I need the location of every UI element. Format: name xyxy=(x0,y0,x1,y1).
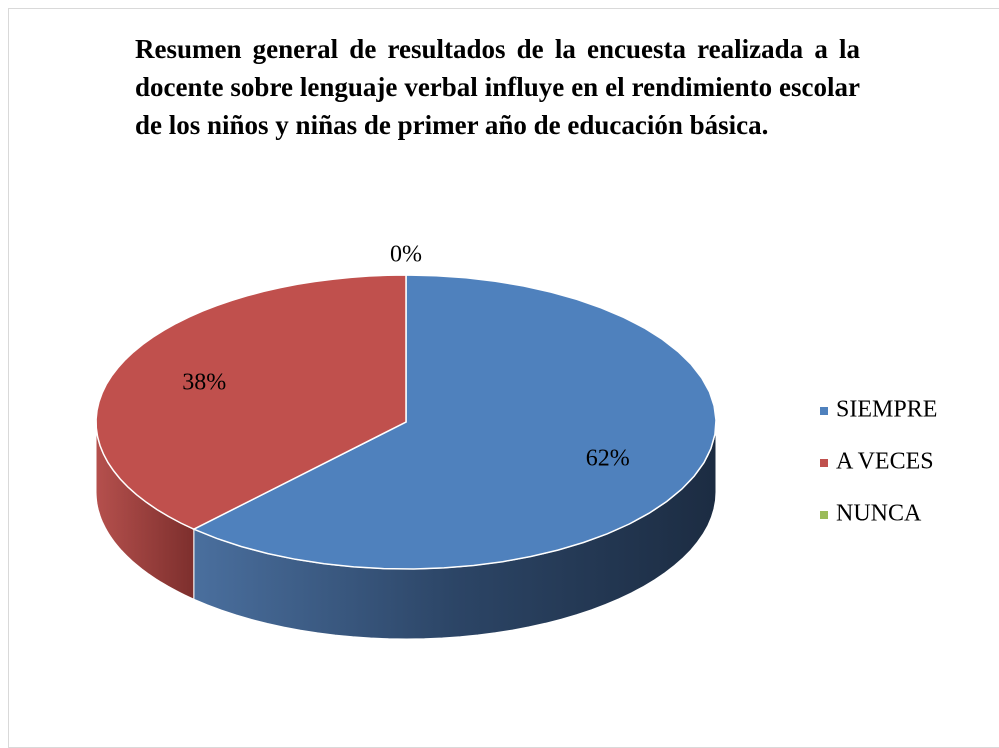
chart: 62% 38% 0% SIEMPRE A VECES NUNCA xyxy=(95,241,937,640)
legend-label: SIEMPRE xyxy=(836,397,937,423)
legend-swatch xyxy=(820,511,828,519)
chart-title: Resumen general de resultados de la encu… xyxy=(135,34,860,140)
data-label: 62% xyxy=(586,445,630,471)
data-label: 0% xyxy=(390,241,422,267)
legend-swatch xyxy=(820,459,828,467)
legend-label: A VECES xyxy=(836,449,934,475)
legend-swatch xyxy=(820,407,828,415)
pie-slice xyxy=(191,274,717,570)
pie-slice xyxy=(95,274,407,531)
data-label: 38% xyxy=(182,370,226,396)
legend-label: NUNCA xyxy=(836,501,922,527)
